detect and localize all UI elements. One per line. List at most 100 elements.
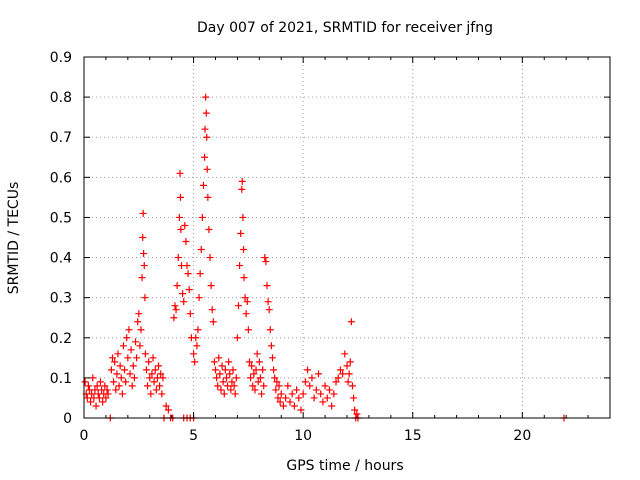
data-point: [304, 366, 312, 374]
data-point: [343, 362, 351, 370]
data-point: [199, 181, 207, 189]
data-point: [101, 382, 109, 390]
y-axis-label: SRMTID / TECUs: [6, 182, 22, 295]
data-point: [238, 185, 246, 193]
data-point: [290, 402, 298, 410]
data-point: [263, 282, 271, 290]
data-point: [220, 390, 228, 398]
data-point: [191, 358, 199, 366]
data-point: [193, 342, 201, 350]
data-point: [158, 390, 166, 398]
data-point: [156, 382, 164, 390]
data-point: [251, 386, 259, 394]
data-point: [228, 378, 236, 386]
data-point: [111, 358, 119, 366]
data-point: [115, 382, 123, 390]
data-point: [93, 382, 101, 390]
data-point: [248, 362, 256, 370]
data-point: [268, 354, 276, 362]
data-point: [345, 370, 353, 378]
data-point: [286, 398, 294, 406]
data-point: [321, 382, 329, 390]
x-tick-label: 15: [404, 428, 422, 444]
data-point: [135, 310, 143, 318]
data-point: [267, 342, 275, 350]
data-point: [136, 342, 144, 350]
data-point: [253, 350, 261, 358]
data-point: [207, 282, 215, 290]
data-point: [179, 290, 187, 298]
data-point: [306, 382, 314, 390]
data-point: [112, 386, 120, 394]
data-point: [110, 378, 118, 386]
data-point: [297, 406, 305, 414]
data-point: [148, 370, 156, 378]
data-point: [183, 262, 191, 270]
data-point: [129, 362, 137, 370]
data-point: [247, 374, 255, 382]
y-tick-label: 0.4: [50, 251, 72, 267]
data-point: [162, 402, 170, 410]
data-point: [230, 382, 238, 390]
data-point: [265, 306, 273, 314]
data-point: [284, 382, 292, 390]
data-point: [274, 394, 282, 402]
data-point: [133, 354, 141, 362]
data-point: [170, 314, 178, 322]
data-point: [126, 370, 134, 378]
data-point: [308, 374, 316, 382]
data-point: [118, 390, 126, 398]
data-point: [190, 350, 198, 358]
points-layer: [81, 93, 568, 422]
data-point: [250, 370, 258, 378]
data-point: [164, 406, 172, 414]
data-point: [347, 318, 355, 326]
data-point: [113, 370, 121, 378]
data-point: [332, 378, 340, 386]
data-point: [260, 382, 268, 390]
data-point: [346, 358, 354, 366]
x-tick-label: 20: [513, 428, 531, 444]
data-point: [96, 378, 104, 386]
data-point: [125, 326, 133, 334]
data-point: [152, 386, 160, 394]
data-point: [122, 378, 130, 386]
data-point: [155, 362, 163, 370]
data-point: [84, 382, 92, 390]
data-point: [319, 398, 327, 406]
data-point: [177, 225, 185, 233]
data-point: [239, 213, 247, 221]
data-point: [128, 382, 136, 390]
data-point: [176, 169, 184, 177]
data-point: [237, 229, 245, 237]
grid-layer: [84, 57, 610, 418]
data-point: [258, 390, 266, 398]
data-point: [226, 370, 234, 378]
data-point: [244, 326, 252, 334]
data-point: [240, 246, 248, 254]
data-point: [277, 390, 285, 398]
data-point: [276, 398, 284, 406]
data-point: [194, 326, 202, 334]
data-point: [89, 374, 97, 382]
data-point: [233, 334, 241, 342]
data-point: [205, 225, 213, 233]
data-point: [295, 394, 303, 402]
data-point: [301, 378, 309, 386]
data-point: [209, 318, 217, 326]
data-point: [235, 302, 243, 310]
y-tick-label: 0.3: [50, 291, 72, 307]
data-point: [92, 402, 100, 410]
data-point: [231, 390, 239, 398]
x-tick-label: 0: [80, 428, 89, 444]
data-point: [259, 366, 267, 374]
data-point: [225, 358, 233, 366]
data-point: [144, 382, 152, 390]
data-point: [334, 374, 342, 382]
data-point: [121, 366, 129, 374]
data-point: [91, 386, 99, 394]
data-point: [344, 378, 352, 386]
data-point: [182, 238, 190, 246]
data-point: [310, 394, 318, 402]
y-tick-label: 0.5: [50, 210, 72, 226]
